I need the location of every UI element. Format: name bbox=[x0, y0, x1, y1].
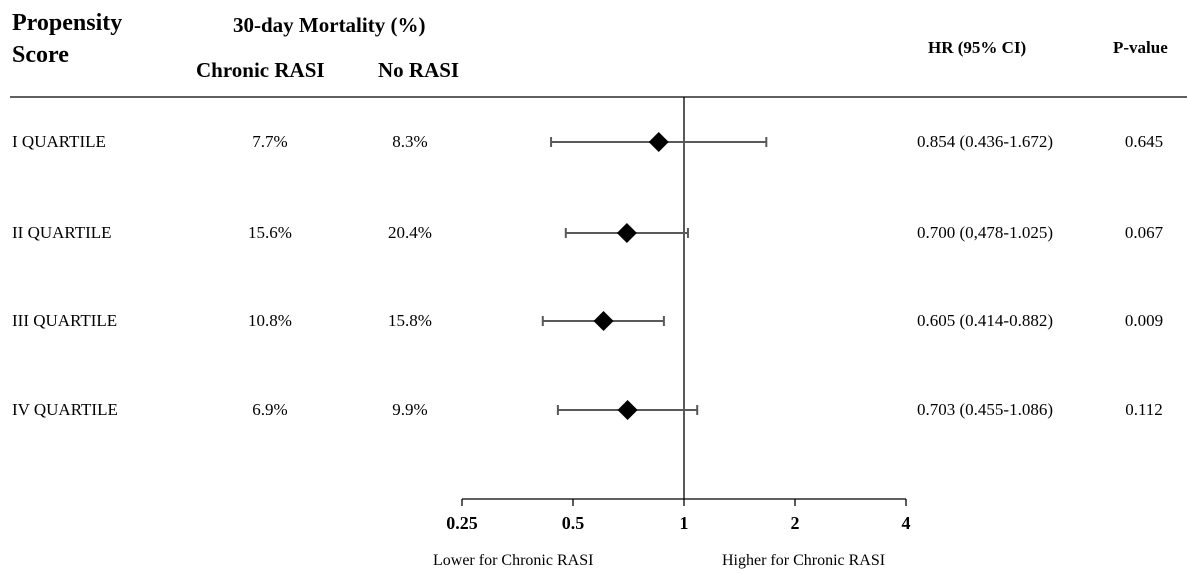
x-tick-label: 0.25 bbox=[446, 513, 478, 533]
header-propensity: Propensity bbox=[12, 10, 123, 36]
header-pvalue: P-value bbox=[1113, 38, 1168, 57]
chronic-rasi-mortality: 7.7% bbox=[252, 132, 288, 151]
hazard-ratio-point bbox=[617, 400, 638, 420]
chronic-rasi-mortality: 10.8% bbox=[248, 311, 292, 330]
row-label: III QUARTILE bbox=[12, 311, 118, 330]
no-rasi-mortality: 15.8% bbox=[388, 311, 432, 330]
hazard-ratio-ci: 0.703 (0.455-1.086) bbox=[917, 400, 1053, 419]
p-value: 0.112 bbox=[1125, 400, 1163, 419]
chronic-rasi-mortality: 15.6% bbox=[248, 223, 292, 242]
header-chronic-rasi: Chronic RASI bbox=[196, 58, 325, 82]
hazard-ratio-point bbox=[616, 223, 637, 243]
x-tick-label: 4 bbox=[901, 513, 911, 533]
no-rasi-mortality: 20.4% bbox=[388, 223, 432, 242]
hazard-ratio-point bbox=[648, 132, 669, 152]
hazard-ratio-ci: 0.854 (0.436-1.672) bbox=[917, 132, 1053, 151]
lower-direction-label: Lower for Chronic RASI bbox=[433, 552, 594, 569]
p-value: 0.009 bbox=[1124, 311, 1164, 330]
x-tick-label: 2 bbox=[790, 513, 800, 533]
higher-direction-label: Higher for Chronic RASI bbox=[722, 552, 886, 569]
header-no-rasi: No RASI bbox=[378, 58, 460, 82]
hazard-ratio-point bbox=[593, 311, 614, 331]
row-label: IV QUARTILE bbox=[12, 400, 118, 419]
chronic-rasi-mortality: 6.9% bbox=[252, 400, 288, 419]
row-label: I QUARTILE bbox=[12, 132, 106, 151]
header-mortality: 30-day Mortality (%) bbox=[233, 13, 426, 37]
no-rasi-mortality: 8.3% bbox=[392, 132, 428, 151]
p-value: 0.645 bbox=[1124, 132, 1164, 151]
p-value: 0.067 bbox=[1124, 223, 1164, 242]
no-rasi-mortality: 9.9% bbox=[392, 400, 428, 419]
row-label: II QUARTILE bbox=[12, 223, 112, 242]
x-tick-label: 1 bbox=[679, 513, 689, 533]
hazard-ratio-ci: 0.605 (0.414-0.882) bbox=[917, 311, 1053, 330]
hazard-ratio-ci: 0.700 (0,478-1.025) bbox=[917, 223, 1053, 242]
header-score: Score bbox=[12, 42, 69, 68]
header-hr: HR (95% CI) bbox=[928, 38, 1027, 57]
x-tick-label: 0.5 bbox=[561, 513, 585, 533]
